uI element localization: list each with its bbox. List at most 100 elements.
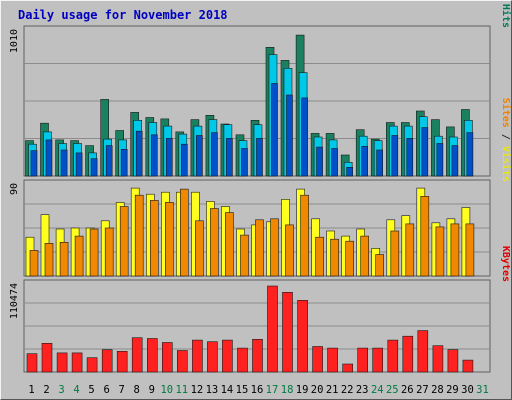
panel-visits <box>23 179 491 277</box>
x-tick-label-day-1: 1 <box>28 384 34 396</box>
x-tick-label-day-29: 29 <box>446 384 459 396</box>
bar-sites-day-4 <box>74 235 84 277</box>
legend-label-kbytes: KBytes <box>500 246 511 282</box>
x-tick-label-day-4: 4 <box>73 384 79 396</box>
bar-kbytes-day-22 <box>342 363 354 373</box>
bar-kbytes-day-1 <box>26 353 38 373</box>
bar-kbytes-day-11 <box>177 350 188 373</box>
bar-sites-day-22 <box>345 240 355 277</box>
bar-pages-day-13 <box>211 132 218 177</box>
bar-kbytes-day-4 <box>71 352 83 373</box>
bar-pages-day-14 <box>226 138 233 177</box>
bar-pages-day-12 <box>196 135 203 177</box>
bar-sites-day-29 <box>450 223 460 277</box>
bar-sites-day-9 <box>150 200 159 277</box>
bar-sites-day-11 <box>180 188 189 277</box>
x-tick-label-day-16: 16 <box>251 384 264 396</box>
bar-sites-day-1 <box>29 250 39 277</box>
legend-part: Sites <box>500 98 512 128</box>
bar-sites-day-6 <box>104 227 114 277</box>
bar-kbytes-day-17 <box>267 285 278 373</box>
x-tick-label-day-2: 2 <box>43 384 49 396</box>
bar-pages-day-6 <box>105 145 113 177</box>
x-tick-label-day-24: 24 <box>371 384 384 396</box>
bar-kbytes-day-8 <box>131 337 143 373</box>
bar-pages-day-19 <box>301 97 308 177</box>
bar-kbytes-day-12 <box>192 339 203 373</box>
bar-kbytes-day-19 <box>297 299 308 373</box>
bar-kbytes-day-16 <box>252 338 263 373</box>
bar-pages-day-16 <box>256 138 263 177</box>
bar-kbytes-day-28 <box>432 345 444 373</box>
x-tick-label-day-8: 8 <box>134 384 140 396</box>
bar-sites-day-19 <box>300 194 309 277</box>
bar-sites-day-23 <box>360 235 370 277</box>
bar-pages-day-28 <box>436 143 444 177</box>
x-tick-label-day-31: 31 <box>476 384 489 396</box>
bar-sites-day-24 <box>375 254 385 277</box>
bar-kbytes-day-27 <box>417 330 429 373</box>
bar-pages-day-8 <box>135 130 143 177</box>
x-tick-label-day-15: 15 <box>236 384 249 396</box>
bar-sites-day-20 <box>315 236 324 277</box>
bar-sites-day-18 <box>285 224 294 277</box>
x-tick-label-day-7: 7 <box>119 384 125 396</box>
bar-kbytes-day-25 <box>387 339 399 373</box>
bar-sites-day-12 <box>195 220 204 277</box>
x-tick-label-day-26: 26 <box>401 384 414 396</box>
bar-pages-day-1 <box>30 150 38 177</box>
bar-pages-day-18 <box>286 94 293 177</box>
x-tick-label-day-14: 14 <box>221 384 234 396</box>
bar-kbytes-day-20 <box>312 346 323 373</box>
bar-sites-day-25 <box>390 230 400 277</box>
bar-pages-day-2 <box>45 139 53 177</box>
legend-label-visits: Sites / Visits <box>500 98 512 182</box>
bar-kbytes-day-29 <box>447 349 459 373</box>
bar-kbytes-day-21 <box>327 347 338 373</box>
bar-pages-day-15 <box>241 148 248 177</box>
bar-kbytes-day-6 <box>101 349 113 373</box>
bar-sites-day-2 <box>44 243 54 277</box>
panel-hits <box>23 25 491 177</box>
bar-sites-day-7 <box>119 206 129 277</box>
bar-pages-day-23 <box>361 146 369 177</box>
bar-sites-day-5 <box>89 228 99 277</box>
bar-sites-day-15 <box>240 234 249 277</box>
bar-kbytes-day-10 <box>162 342 173 373</box>
bar-pages-day-27 <box>421 127 429 177</box>
x-tick-label-day-18: 18 <box>281 384 294 396</box>
bar-sites-day-13 <box>210 208 219 277</box>
bar-pages-day-11 <box>181 143 188 177</box>
bar-kbytes-day-5 <box>86 357 98 373</box>
bar-pages-day-26 <box>406 138 414 177</box>
legend-part: / <box>500 128 511 146</box>
legend-part: / <box>500 0 511 4</box>
bar-pages-day-4 <box>75 152 83 177</box>
bar-kbytes-day-3 <box>56 352 68 373</box>
x-tick-label-day-5: 5 <box>88 384 94 396</box>
bar-pages-day-5 <box>90 158 98 177</box>
bar-kbytes-day-26 <box>402 335 414 373</box>
bar-kbytes-day-9 <box>147 338 158 373</box>
legend-part: Hits <box>500 4 512 28</box>
legend-part: Visits <box>500 146 512 182</box>
bar-kbytes-day-30 <box>462 359 474 373</box>
bar-sites-day-26 <box>405 223 415 277</box>
bar-kbytes-day-23 <box>357 347 369 373</box>
bar-sites-day-21 <box>330 238 339 277</box>
x-tick-label-day-10: 10 <box>160 384 173 396</box>
bar-sites-day-3 <box>59 242 69 277</box>
x-tick-label-day-17: 17 <box>266 384 279 396</box>
bar-pages-day-22 <box>346 167 354 177</box>
bar-sites-day-16 <box>255 219 264 277</box>
bar-pages-day-30 <box>466 132 474 177</box>
x-tick-label-day-30: 30 <box>461 384 474 396</box>
chart-title: Daily usage for November 2018 <box>18 8 228 22</box>
bar-kbytes-day-7 <box>116 350 128 373</box>
x-tick-label-day-22: 22 <box>341 384 354 396</box>
bar-kbytes-day-24 <box>372 347 384 373</box>
bar-kbytes-day-14 <box>222 339 233 373</box>
bar-pages-day-24 <box>376 149 384 177</box>
bar-sites-day-30 <box>465 223 475 277</box>
